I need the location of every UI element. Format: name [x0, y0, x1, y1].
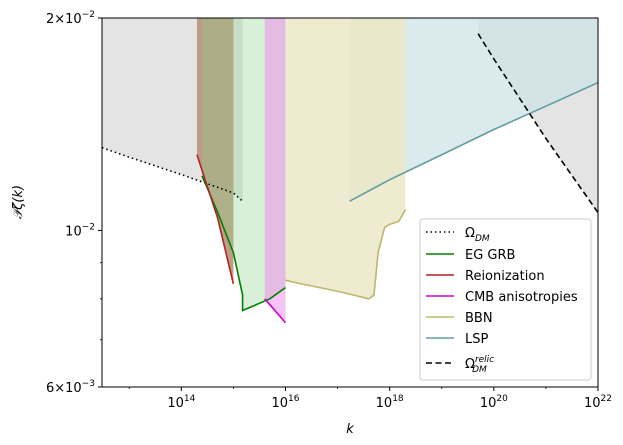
plot-frame — [101, 17, 599, 388]
x-tick-label-0: 1014 — [167, 394, 195, 411]
legend-label-1: EG GRB — [465, 248, 515, 263]
x-tick-label-2: 1018 — [376, 394, 404, 411]
y-tick-label-2: 6×10−3 — [46, 379, 95, 396]
x-tick-label-3: 1020 — [480, 394, 508, 411]
series-line-4 — [285, 209, 407, 300]
y-axis-ticks: 2×10−2 10−2 6×10−3 — [46, 10, 102, 396]
legend-box — [419, 218, 592, 381]
legend-label-3: CMB anisotropies — [465, 290, 578, 305]
region-lsp — [349, 18, 598, 202]
legend-label-5: LSP — [465, 332, 488, 347]
series-line-2 — [196, 154, 235, 285]
y-tick-label-0: 2×10−2 — [46, 10, 95, 27]
series-line-5 — [349, 81, 598, 202]
x-tick-label-4: 1022 — [584, 394, 612, 411]
x-axis-ticks: 1014 1016 1018 1020 1022 — [128, 387, 612, 411]
series-line-6 — [477, 33, 598, 214]
region-4 — [285, 18, 406, 299]
legend: ΩDM EG GRB Reionization CMB anisotropies BBN… — [419, 218, 592, 381]
x-tick-label-1: 1016 — [271, 394, 299, 411]
y-axis-label: 𝒫ζ(k) — [11, 185, 26, 219]
series-line-1 — [201, 175, 286, 312]
legend-label-6: Ωrelic DM — [465, 355, 494, 375]
x-axis-label: k — [346, 422, 354, 437]
region-1 — [202, 18, 286, 311]
legend-label-4: BBN — [465, 311, 493, 326]
region-3 — [264, 18, 286, 323]
y-tick-label-1: 10−2 — [65, 222, 95, 239]
series-line-3 — [264, 298, 287, 324]
legend-label-2: Reionization — [465, 269, 545, 284]
data-lines — [102, 33, 598, 324]
legend-label-0: ΩDM — [465, 226, 490, 244]
constraint-regions — [102, 18, 598, 323]
region-2 — [196, 18, 234, 284]
series-line-0 — [102, 146, 244, 202]
